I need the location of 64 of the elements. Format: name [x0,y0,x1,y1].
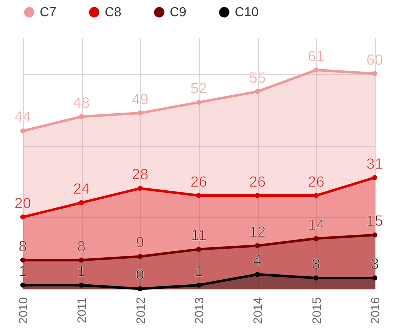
data-label: 61 [308,48,325,66]
point [372,276,378,281]
point [314,68,319,73]
point [138,186,143,192]
data-label: 4 [253,252,262,270]
point [196,247,202,252]
point [314,276,319,281]
data-label: 44 [14,109,32,126]
data-label: 20 [14,195,32,212]
point [138,110,143,116]
x-tick-label: 2015 [310,297,324,324]
point [20,282,26,288]
point [196,282,202,288]
data-label: 12 [249,224,266,241]
point [20,214,26,220]
data-label: 26 [190,174,208,191]
point [79,258,84,263]
data-label: 49 [132,91,149,108]
data-label: 26 [308,174,325,191]
data-label: 0 [136,267,145,284]
point [196,100,202,106]
point [255,193,260,198]
point [372,175,378,180]
data-label: 52 [190,80,208,98]
x-tick-label: 2011 [75,297,90,324]
data-label: 55 [249,70,266,87]
data-label: 31 [366,156,384,173]
x-tick-label: 2013 [192,297,206,324]
point [79,200,84,206]
point [79,282,84,288]
point [255,243,260,248]
data-label: 9 [136,234,145,252]
data-label: 48 [73,94,90,112]
data-label: 28 [132,166,149,184]
point [372,232,378,238]
x-tick-label: 2014 [251,297,266,324]
point [255,89,260,94]
legend-label: C10 [235,4,259,20]
point [372,71,378,76]
data-label: 26 [249,174,266,191]
point [138,286,143,292]
point [20,128,26,134]
data-label: 8 [77,238,86,256]
data-label: 60 [366,52,384,69]
point [138,254,143,260]
data-label: 14 [308,216,325,234]
legend-label: C8 [105,4,122,20]
point [196,193,202,198]
point [20,258,26,263]
legend-label: C9 [170,4,187,20]
data-label: 11 [191,228,207,245]
data-label: 1 [194,263,204,280]
data-label: 15 [366,213,384,230]
x-tick-label: 2010 [16,297,30,324]
data-label: 1 [77,263,86,280]
data-label: 24 [73,180,90,198]
x-tick-label: 2016 [368,297,382,324]
point [314,193,319,198]
legend-label: C7 [40,4,57,20]
x-tick-label: 2012 [134,297,148,324]
data-label: 3 [312,256,321,274]
point [255,272,260,278]
point [79,114,84,120]
point [314,236,319,242]
